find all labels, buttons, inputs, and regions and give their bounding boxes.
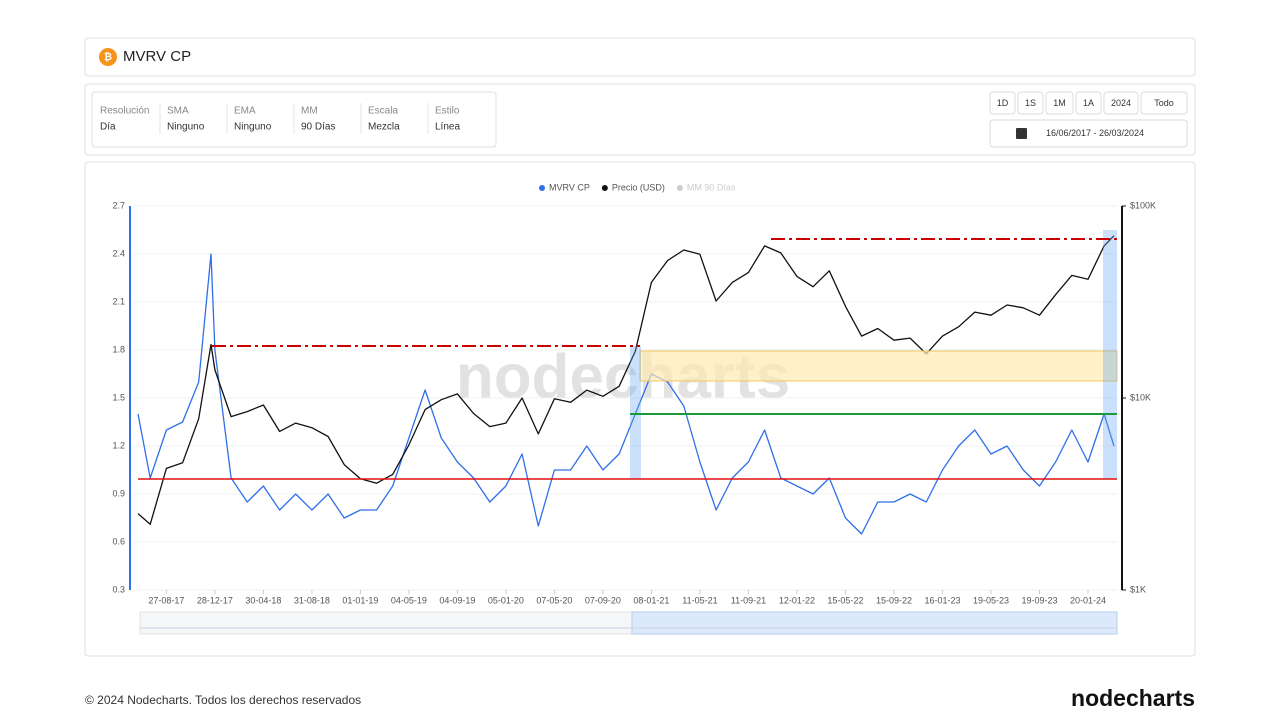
x-tick-label: 16-01-23 <box>924 595 960 605</box>
x-tick-label: 19-09-23 <box>1021 595 1057 605</box>
y-tick-label: 2.1 <box>112 296 125 306</box>
date-picker[interactable] <box>989 119 1188 148</box>
y-tick-label: 0.3 <box>112 584 125 594</box>
range-button[interactable] <box>1140 91 1188 115</box>
range-button[interactable] <box>1075 91 1102 115</box>
setting-value[interactable]: Ninguno <box>167 122 205 133</box>
legend-label[interactable]: Precio (USD) <box>612 182 665 192</box>
plot: 0.3 0.6 0.9 1.2 1.5 1.8 2.1 2.4 2.7 $1K $10K $100K 2… <box>112 182 1156 605</box>
x-tick-label: 28-12-17 <box>197 595 233 605</box>
x-tick-label: 01-01-19 <box>342 595 378 605</box>
date-range: 16/06/2017 - 26/03/2024 <box>1046 128 1144 138</box>
x-tick-label: 11-09-21 <box>731 595 766 605</box>
setting-label: Resolución <box>100 106 149 117</box>
copyright: © 2024 Nodecharts. Todos los derechos re… <box>85 693 361 707</box>
legend-marker[interactable] <box>601 185 608 191</box>
x-tick-label: 05-01-20 <box>488 595 524 605</box>
x-tick-label: 07-05-20 <box>536 595 572 605</box>
x-tick-label: 07-09-20 <box>585 595 621 605</box>
setting-label: Estilo <box>435 106 460 117</box>
y-tick-label: 0.6 <box>112 536 125 546</box>
setting-value[interactable]: Día <box>100 122 116 133</box>
range-button-label[interactable]: 1M <box>1053 98 1066 108</box>
highlight-band <box>639 350 1118 382</box>
data-line <box>137 235 1115 525</box>
legend-marker[interactable] <box>539 185 545 191</box>
range-button-label[interactable]: 2024 <box>1111 98 1131 108</box>
x-tick-label: 31-08-18 <box>294 595 330 605</box>
bitcoin-symbol: ₿ <box>104 51 112 63</box>
y-tick-label: 1.2 <box>112 440 125 450</box>
x-tick-label: 20-01-24 <box>1070 595 1106 605</box>
highlight-column <box>1103 230 1117 479</box>
setting-label: Escala <box>368 106 398 117</box>
x-tick-label: 04-09-19 <box>439 595 475 605</box>
highlight-column <box>630 346 641 479</box>
setting-value[interactable]: 90 Días <box>301 122 335 133</box>
range-button-label[interactable]: Todo <box>1154 98 1174 108</box>
x-tick-label: 27-08-17 <box>148 595 184 605</box>
range-button[interactable] <box>1103 91 1139 115</box>
setting-value[interactable]: Mezcla <box>368 122 400 133</box>
y-tick-label: 2.4 <box>112 248 125 258</box>
setting-value[interactable]: Línea <box>435 122 460 133</box>
calendar-icon <box>1016 128 1027 139</box>
x-tick-label: 15-09-22 <box>876 595 912 605</box>
data-line <box>137 253 1115 535</box>
annotations <box>138 230 1118 480</box>
x-tick-label: 15-05-22 <box>827 595 863 605</box>
chart-card <box>84 161 1196 657</box>
x-tick-label: 30-04-18 <box>245 595 281 605</box>
range-button-label[interactable]: 1D <box>997 98 1009 108</box>
y-tick-label: 1.5 <box>112 392 125 402</box>
range-button[interactable] <box>1045 91 1074 115</box>
page-title: MVRV CP <box>123 48 191 65</box>
range-buttons: 1D 1S 1M 1A 2024 Todo <box>989 91 1188 115</box>
y-tick-label: 1.8 <box>112 344 125 354</box>
setting-label: EMA <box>234 106 256 117</box>
setting-value[interactable]: Ninguno <box>234 122 272 133</box>
bitcoin-icon <box>99 48 117 66</box>
range-button-label[interactable]: 1S <box>1025 98 1036 108</box>
header-card <box>84 37 1196 77</box>
footer-logo: nodecharts <box>1071 685 1195 711</box>
y2-tick-label: $10K <box>1130 392 1151 402</box>
legend-marker[interactable] <box>676 185 683 191</box>
x-tick-label: 04-05-19 <box>391 595 427 605</box>
range-button-label[interactable]: 1A <box>1083 98 1094 108</box>
range-button[interactable] <box>989 91 1016 115</box>
x-tick-label: 12-01-22 <box>779 595 815 605</box>
range-button[interactable] <box>1017 91 1044 115</box>
navigator-selection[interactable] <box>631 611 1118 635</box>
y-tick-label: 0.9 <box>112 488 125 498</box>
y-tick-label: 2.7 <box>112 200 125 210</box>
settings: Resolución Día SMA Ninguno EMA Ninguno MM 90 Dí… <box>100 103 460 134</box>
legend-label[interactable]: MM 90 Días <box>687 182 736 192</box>
x-tick-label: 08-01-21 <box>633 595 669 605</box>
y2-tick-label: $1K <box>1130 584 1146 594</box>
legend-label[interactable]: MVRV CP <box>549 182 590 192</box>
x-tick-label: 11-05-21 <box>682 595 717 605</box>
y2-tick-label: $100K <box>1130 200 1156 210</box>
setting-label: MM <box>301 106 318 117</box>
x-tick-label: 19-05-23 <box>973 595 1009 605</box>
setting-label: SMA <box>167 106 189 117</box>
